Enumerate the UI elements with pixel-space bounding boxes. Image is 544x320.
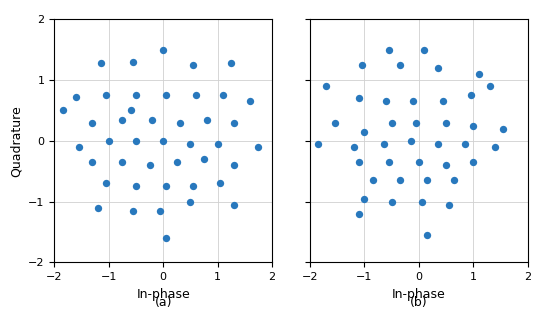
- Point: [355, 96, 363, 101]
- Point: [213, 141, 222, 147]
- Point: [254, 144, 263, 149]
- Point: [175, 120, 184, 125]
- Point: [148, 117, 157, 122]
- Point: [118, 160, 127, 164]
- Point: [145, 163, 154, 168]
- Point: [186, 199, 195, 204]
- Point: [189, 184, 197, 189]
- Point: [417, 199, 426, 204]
- Text: (b): (b): [410, 296, 428, 309]
- Point: [156, 208, 165, 213]
- Point: [227, 60, 236, 66]
- X-axis label: In-phase: In-phase: [137, 288, 190, 301]
- Point: [474, 71, 483, 76]
- Point: [357, 62, 366, 68]
- Point: [126, 108, 135, 113]
- Point: [355, 211, 363, 216]
- Point: [162, 236, 170, 241]
- Point: [102, 181, 110, 186]
- Point: [368, 178, 377, 183]
- Point: [189, 62, 197, 68]
- Point: [129, 208, 138, 213]
- Point: [382, 99, 391, 104]
- Point: [159, 47, 168, 52]
- Point: [387, 120, 396, 125]
- Point: [466, 93, 475, 98]
- Point: [395, 62, 404, 68]
- Point: [191, 93, 200, 98]
- Point: [355, 160, 363, 164]
- Point: [172, 160, 181, 164]
- Point: [219, 93, 227, 98]
- Y-axis label: Quadrature: Quadrature: [10, 105, 23, 177]
- Point: [379, 141, 388, 147]
- Point: [118, 117, 127, 122]
- Point: [450, 178, 459, 183]
- Point: [88, 120, 97, 125]
- Point: [104, 138, 113, 143]
- Point: [385, 47, 393, 52]
- Point: [423, 178, 431, 183]
- Point: [159, 138, 168, 143]
- Point: [162, 93, 170, 98]
- Text: (a): (a): [154, 296, 172, 309]
- Point: [162, 184, 170, 189]
- Point: [387, 199, 396, 204]
- Point: [246, 99, 255, 104]
- Point: [360, 129, 369, 134]
- Point: [322, 84, 331, 89]
- Point: [102, 93, 110, 98]
- Point: [469, 160, 478, 164]
- Point: [230, 163, 238, 168]
- Point: [442, 163, 450, 168]
- Point: [58, 108, 67, 113]
- X-axis label: In-phase: In-phase: [392, 288, 446, 301]
- Point: [499, 126, 508, 131]
- Point: [395, 178, 404, 183]
- Point: [129, 59, 138, 64]
- Point: [75, 144, 83, 149]
- Point: [200, 156, 208, 162]
- Point: [442, 120, 450, 125]
- Point: [216, 181, 225, 186]
- Point: [132, 93, 140, 98]
- Point: [469, 123, 478, 128]
- Point: [385, 160, 393, 164]
- Point: [406, 138, 415, 143]
- Point: [409, 99, 418, 104]
- Point: [132, 138, 140, 143]
- Point: [202, 117, 211, 122]
- Point: [230, 202, 238, 207]
- Point: [72, 94, 81, 100]
- Point: [88, 160, 97, 164]
- Point: [230, 120, 238, 125]
- Point: [186, 141, 195, 147]
- Point: [423, 232, 431, 237]
- Point: [360, 196, 369, 201]
- Point: [444, 202, 453, 207]
- Point: [330, 120, 339, 125]
- Point: [420, 47, 429, 52]
- Point: [415, 160, 423, 164]
- Point: [439, 99, 448, 104]
- Point: [96, 60, 105, 66]
- Point: [491, 144, 499, 149]
- Point: [461, 141, 469, 147]
- Point: [434, 141, 442, 147]
- Point: [94, 205, 102, 210]
- Point: [412, 120, 421, 125]
- Point: [349, 144, 358, 149]
- Point: [485, 84, 494, 89]
- Point: [314, 141, 323, 147]
- Point: [434, 65, 442, 70]
- Point: [132, 184, 140, 189]
